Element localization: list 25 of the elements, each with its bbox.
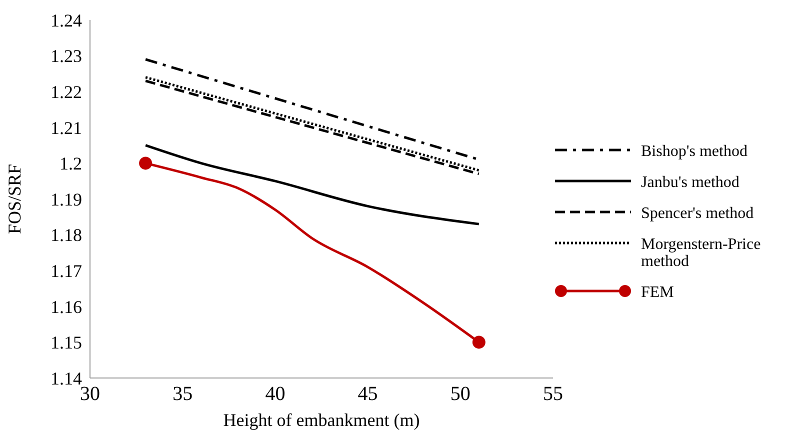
y-tick-label: 1.18	[50, 225, 82, 246]
line-series	[144, 144, 480, 226]
x-tick-label: 50	[450, 383, 470, 406]
x-axis-title: Height of embankment (m)	[223, 410, 420, 430]
y-axis-title: FOS/SRF	[4, 164, 24, 234]
y-tick-label: 1.21	[50, 118, 82, 138]
y-tick-label: 1.17	[50, 260, 82, 281]
x-tick-label: 35	[172, 383, 193, 406]
y-tick-label: 1.23	[50, 46, 82, 66]
y-tick-label: 1.14	[50, 368, 82, 388]
x-tick-label: 40	[265, 383, 286, 406]
legend-label: Bishop's method	[641, 143, 748, 160]
y-tick-label: 1.16	[50, 296, 82, 317]
y-tick-label: 1.24	[50, 10, 82, 30]
legend-label: Spencer's method	[641, 205, 755, 222]
y-tick-label: 1.15	[50, 332, 82, 353]
x-tick-label: 45	[358, 383, 378, 406]
y-tick-label: 1.2	[60, 154, 82, 174]
legend-label: Janbu's method	[641, 174, 740, 191]
x-tick-label: 30	[80, 383, 100, 406]
legend-label: FEM	[641, 284, 675, 301]
legend-label: Morgenstern-Price method	[641, 236, 762, 270]
x-tick-label: 55	[543, 383, 563, 406]
y-tick-label: 1.22	[50, 82, 82, 102]
y-tick-label: 1.19	[50, 189, 82, 210]
